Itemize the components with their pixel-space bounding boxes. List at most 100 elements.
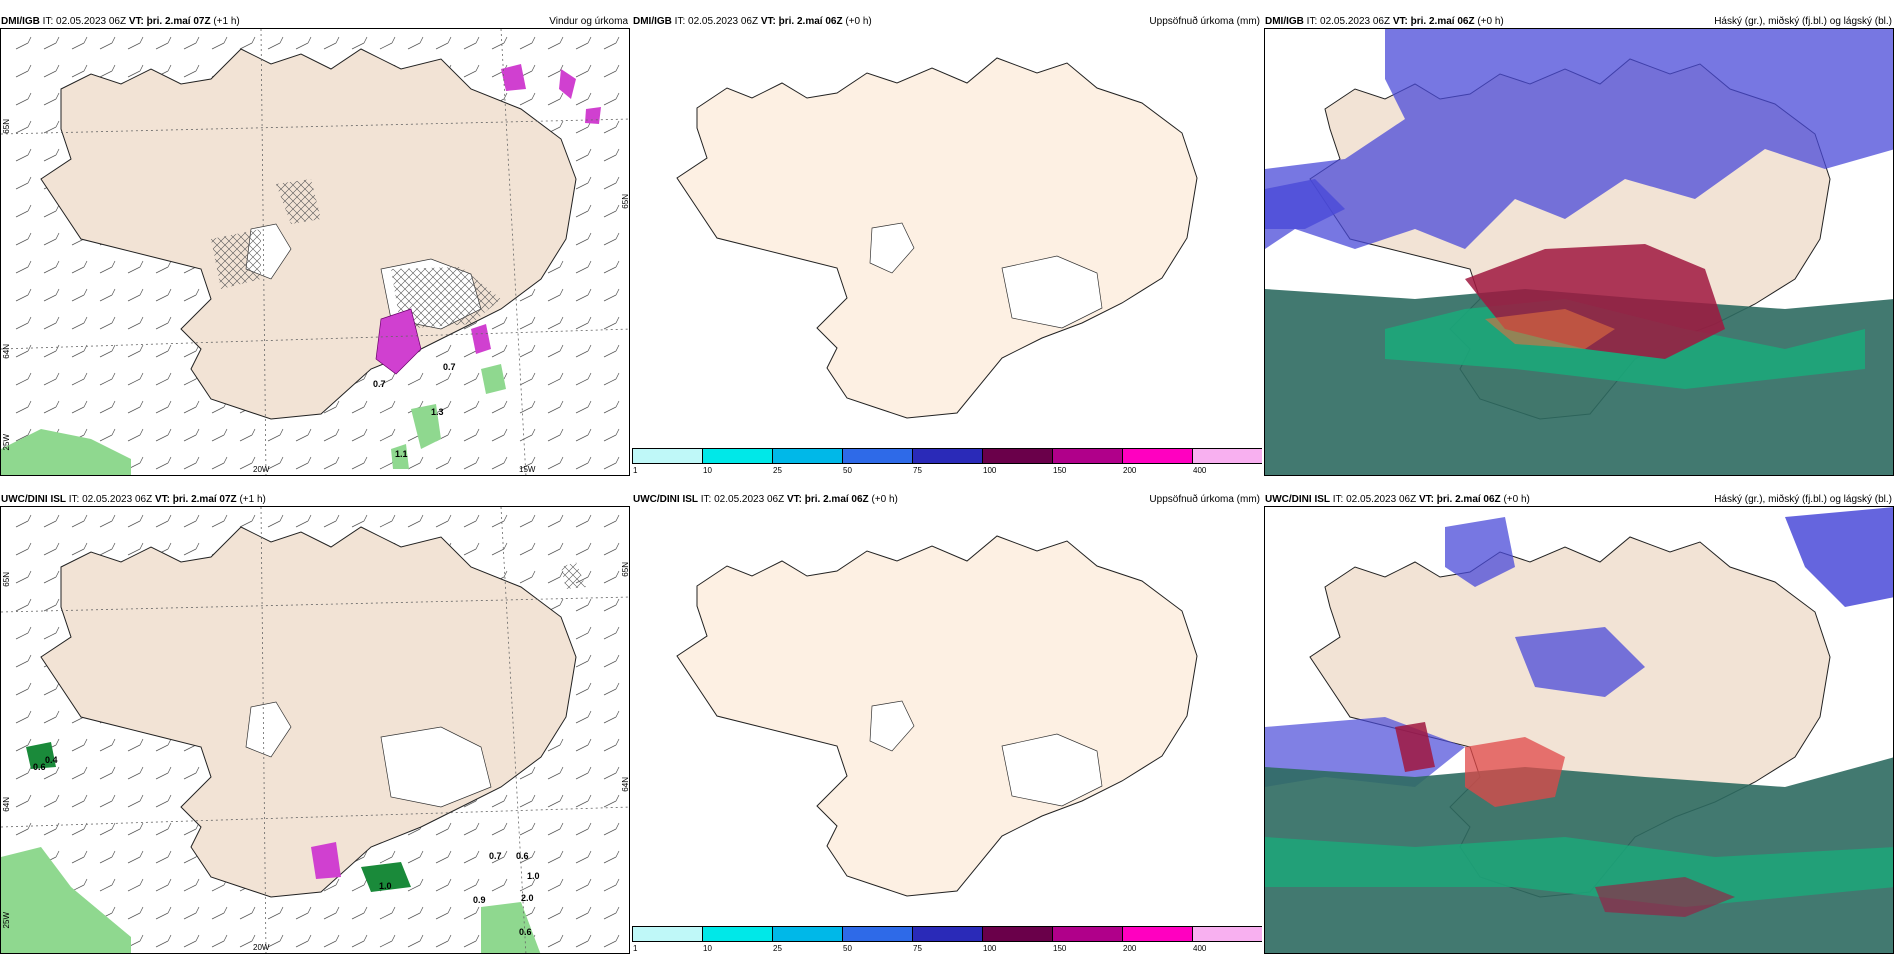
colorbar-label: 200 <box>1123 466 1137 475</box>
wind-barb <box>155 794 172 808</box>
wind-barb <box>575 316 592 330</box>
colorbar-label: 50 <box>843 466 852 475</box>
wind-barb <box>211 456 228 470</box>
wind-barb <box>463 372 480 386</box>
wind-barb <box>519 92 536 106</box>
wind-barb <box>575 738 592 752</box>
wind-barb <box>603 372 620 386</box>
wind-barb <box>71 738 88 752</box>
wind-barb <box>575 542 592 556</box>
colorbar-swatch <box>912 448 983 464</box>
wind-barb <box>323 934 340 948</box>
lat-label: 65N <box>2 119 11 134</box>
wind-barb <box>267 906 284 920</box>
wind-barb <box>127 542 144 556</box>
panel-title-right: Uppsöfnuð úrkoma (mm) <box>1149 494 1260 505</box>
wind-barb <box>127 428 144 442</box>
wind-barb <box>183 822 200 836</box>
precip-value: 1.3 <box>431 407 444 417</box>
wind-barb <box>407 36 424 50</box>
colorbar-label: 75 <box>913 944 922 953</box>
wind-barb <box>15 204 32 218</box>
wind-barb <box>547 288 564 302</box>
wind-barb <box>71 794 88 808</box>
wind-barb <box>211 514 228 528</box>
wind-barb <box>15 148 32 162</box>
wind-barb <box>211 934 228 948</box>
panel-title-left: UWC/DINI ISL IT: 02.05.2023 06Z VT: þri.… <box>1 494 266 505</box>
wind-barb <box>547 934 564 948</box>
wind-barb <box>519 514 536 528</box>
wind-barb <box>603 654 620 668</box>
colorbar-label: 10 <box>703 944 712 953</box>
precip-value: 0.7 <box>373 379 386 389</box>
wind-barb <box>43 794 60 808</box>
panel-cloud-row2: UWC/DINI ISL IT: 02.05.2023 06Z VT: þri.… <box>1264 490 1894 954</box>
wind-barb <box>603 92 620 106</box>
wind-barb <box>183 400 200 414</box>
colorbar-swatch <box>702 448 773 464</box>
wind-barb <box>491 850 508 864</box>
wind-barb <box>519 288 536 302</box>
wind-barb <box>603 344 620 358</box>
wind-map <box>1 507 629 953</box>
wind-barb <box>519 372 536 386</box>
wind-barb <box>43 64 60 78</box>
panel-cloud-row1: DMI/IGB IT: 02.05.2023 06Z VT: þri. 2.ma… <box>1264 12 1894 476</box>
wind-barb <box>603 794 620 808</box>
wind-barb <box>183 456 200 470</box>
colorbar-label: 150 <box>1053 944 1067 953</box>
wind-barb <box>463 878 480 892</box>
wind-barb <box>127 514 144 528</box>
wind-barb <box>127 850 144 864</box>
wind-barb <box>435 372 452 386</box>
wind-barb <box>491 822 508 836</box>
wind-barb <box>71 542 88 556</box>
lon-label: 25W <box>2 912 11 929</box>
wind-barb <box>127 260 144 274</box>
wind-barb <box>71 822 88 836</box>
wind-barb <box>127 878 144 892</box>
wind-barb <box>547 514 564 528</box>
wind-barb <box>603 878 620 892</box>
wind-barb <box>547 260 564 274</box>
precip-value: 0.6 <box>33 762 46 772</box>
wind-barb <box>575 514 592 528</box>
wind-barb <box>603 204 620 218</box>
wind-barb <box>323 456 340 470</box>
wind-barb <box>295 36 312 50</box>
iceland-land <box>676 57 1198 419</box>
wind-barb <box>183 906 200 920</box>
wind-barb <box>463 428 480 442</box>
wind-barb <box>71 878 88 892</box>
wind-barb <box>43 400 60 414</box>
wind-barb <box>491 400 508 414</box>
wind-barb <box>547 878 564 892</box>
wind-barb <box>519 456 536 470</box>
wind-barb <box>43 288 60 302</box>
wind-barb <box>435 822 452 836</box>
wind-barb <box>15 738 32 752</box>
cloud-map <box>1265 29 1893 475</box>
wind-barb <box>43 542 60 556</box>
wind-barb <box>603 766 620 780</box>
wind-barb <box>155 906 172 920</box>
wind-barb <box>155 36 172 50</box>
map-frame: 1 10 25 50 75 100 150 200 400 <box>632 506 1262 954</box>
panel-title-left: UWC/DINI ISL IT: 02.05.2023 06Z VT: þri.… <box>1265 494 1530 505</box>
wind-barb <box>43 120 60 134</box>
colorbar-label: 400 <box>1193 466 1207 475</box>
wind-map <box>1 29 629 475</box>
wind-barb <box>267 36 284 50</box>
wind-barb <box>155 260 172 274</box>
wind-barb <box>547 738 564 752</box>
wind-barb <box>351 36 368 50</box>
iceland-land <box>676 535 1198 897</box>
wind-barb <box>575 682 592 696</box>
wind-barb <box>575 710 592 724</box>
colorbar-swatch <box>1052 926 1123 942</box>
panel-title-right: Vindur og úrkoma <box>549 16 628 27</box>
wind-barb <box>575 456 592 470</box>
wind-barb <box>603 232 620 246</box>
wind-barb <box>547 428 564 442</box>
